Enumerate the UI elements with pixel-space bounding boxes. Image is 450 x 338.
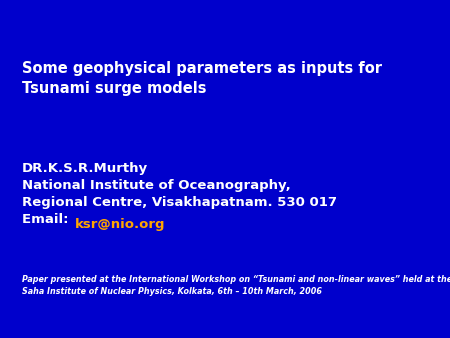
Text: Some geophysical parameters as inputs for
Tsunami surge models: Some geophysical parameters as inputs fo… [22,61,382,96]
Text: DR.K.S.R.Murthy
National Institute of Oceanography,
Regional Centre, Visakhapatn: DR.K.S.R.Murthy National Institute of Oc… [22,162,337,226]
Text: Paper presented at the International Workshop on “Tsunami and non-linear waves” : Paper presented at the International Wor… [22,275,450,296]
Text: ksr@nio.org: ksr@nio.org [75,218,166,231]
